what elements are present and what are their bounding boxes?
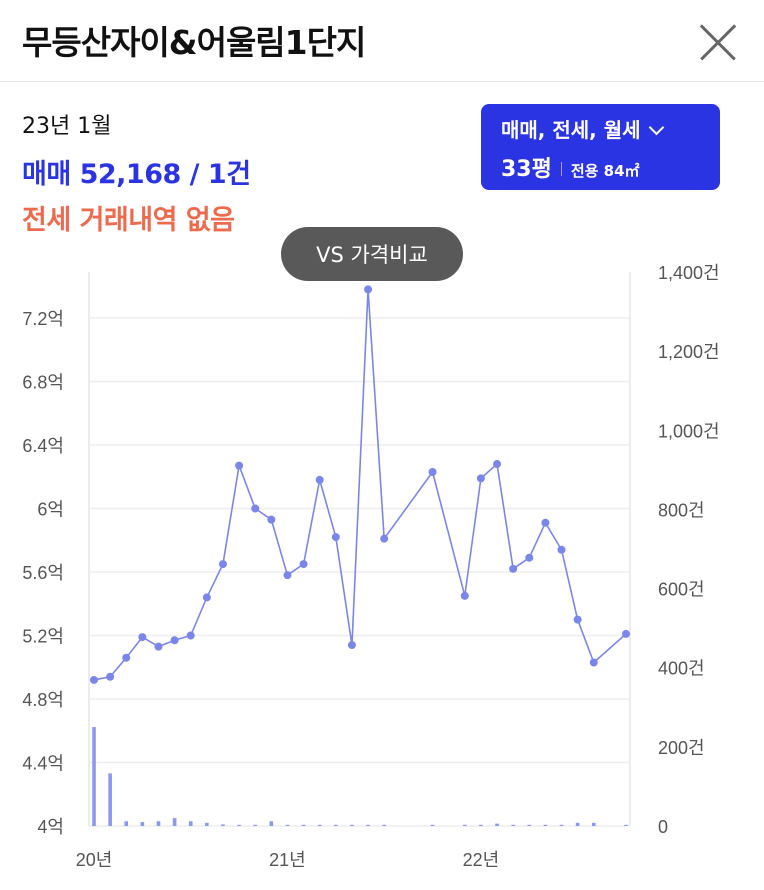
- volume-bar: [92, 727, 96, 826]
- area-label: 전용 84㎡: [570, 162, 640, 180]
- price-point: [493, 460, 502, 469]
- volume-bar: [269, 821, 274, 826]
- y-tick-label-left: 5.6억: [22, 563, 64, 583]
- y-tick-label-left: 5.2억: [22, 627, 64, 647]
- volume-bar: [559, 824, 564, 826]
- size-label: 33평: [501, 157, 552, 182]
- y-tick-label-left: 4.4억: [22, 754, 64, 774]
- volume-bar: [591, 822, 596, 826]
- y-tick-label-left: 6.8억: [22, 373, 64, 393]
- price-point: [525, 553, 534, 562]
- volume-bar: [221, 824, 225, 826]
- price-point: [460, 591, 469, 600]
- price-point: [218, 560, 227, 569]
- y-tick-label-left: 6.4억: [22, 436, 64, 456]
- volume-bar: [205, 822, 209, 826]
- compare-price-button[interactable]: VS 가격비교: [281, 227, 463, 281]
- x-tick-label: 20년: [76, 850, 113, 870]
- header: 무등산자이&어울림1단지: [0, 0, 764, 82]
- price-point: [267, 515, 276, 524]
- price-point: [573, 615, 582, 624]
- volume-bar: [462, 824, 467, 826]
- price-point: [202, 593, 211, 602]
- trade-type-selector[interactable]: 매매, 전세, 월세 33평 전용 84㎡: [481, 104, 720, 190]
- volume-bar: [108, 773, 112, 826]
- x-tick-label: 22년: [463, 850, 500, 870]
- jeonse-summary: 전세 거래내역 없음: [22, 205, 235, 236]
- page-title: 무등산자이&어울림1단지: [22, 23, 366, 62]
- size-row: 33평 전용 84㎡: [501, 151, 700, 183]
- volume-bar: [285, 824, 290, 826]
- volume-bar: [334, 824, 338, 826]
- volume-bar: [253, 824, 258, 826]
- price-point: [589, 658, 598, 667]
- price-point: [347, 641, 356, 650]
- volume-bar: [317, 824, 322, 826]
- price-point: [299, 560, 308, 569]
- volume-bar: [124, 821, 129, 826]
- y-tick-label-left: 4억: [37, 817, 64, 837]
- volume-bar: [382, 824, 386, 826]
- y-tick-label-right: 1,000건: [658, 421, 720, 441]
- price-point: [283, 571, 292, 580]
- volume-bar: [479, 824, 483, 826]
- y-tick-label-right: 1,400건: [658, 263, 720, 283]
- trade-type-label: 매매, 전세, 월세: [501, 118, 641, 142]
- y-tick-label-right: 400건: [658, 659, 705, 679]
- y-tick-label-right: 200건: [658, 738, 705, 758]
- price-point: [509, 564, 518, 573]
- price-point: [170, 636, 179, 645]
- volume-bar: [140, 822, 145, 826]
- price-point: [106, 672, 115, 681]
- volume-bar: [188, 821, 193, 826]
- volume-bar: [575, 822, 580, 826]
- y-tick-label-left: 6억: [37, 500, 64, 520]
- price-point: [428, 467, 437, 476]
- y-tick-label-right: 1,200건: [658, 342, 720, 362]
- volume-bar: [511, 824, 515, 826]
- volume-bar: [350, 824, 354, 826]
- volume-bar: [237, 824, 241, 826]
- price-point: [154, 642, 163, 651]
- price-point: [251, 504, 260, 513]
- price-point: [235, 461, 244, 470]
- price-point: [622, 629, 630, 638]
- y-tick-label-right: 800건: [658, 500, 705, 520]
- price-line: [93, 289, 627, 681]
- y-tick-label-right: 600건: [658, 580, 705, 600]
- volume-bar: [366, 824, 370, 826]
- volume-bar: [527, 824, 532, 826]
- x-tick-label: 21년: [269, 850, 306, 870]
- price-point: [364, 285, 373, 294]
- volume-bar: [624, 824, 628, 826]
- price-point: [331, 533, 340, 542]
- divider: [560, 162, 562, 176]
- volume-bar: [156, 821, 161, 826]
- sale-summary: 매매 52,168 / 1건: [22, 159, 251, 190]
- trade-type-row: 매매, 전세, 월세: [501, 114, 700, 143]
- price-point: [138, 633, 147, 642]
- price-point: [380, 534, 389, 543]
- y-tick-label-left: 4.8억: [22, 690, 64, 710]
- price-point: [476, 474, 485, 483]
- volume-bar: [172, 818, 177, 826]
- volume-bar: [301, 824, 306, 826]
- price-point: [90, 675, 98, 684]
- y-tick-label-right: 0: [658, 817, 668, 837]
- price-point: [541, 518, 550, 527]
- volume-bar: [543, 824, 548, 826]
- selected-date: 23년 1월: [22, 114, 112, 139]
- y-tick-label-left: 7.2억: [22, 309, 64, 329]
- volume-bar: [495, 823, 499, 826]
- price-point: [315, 475, 324, 484]
- price-point: [557, 545, 566, 554]
- volume-bar: [430, 824, 435, 826]
- price-point: [122, 653, 131, 662]
- price-point: [186, 631, 195, 640]
